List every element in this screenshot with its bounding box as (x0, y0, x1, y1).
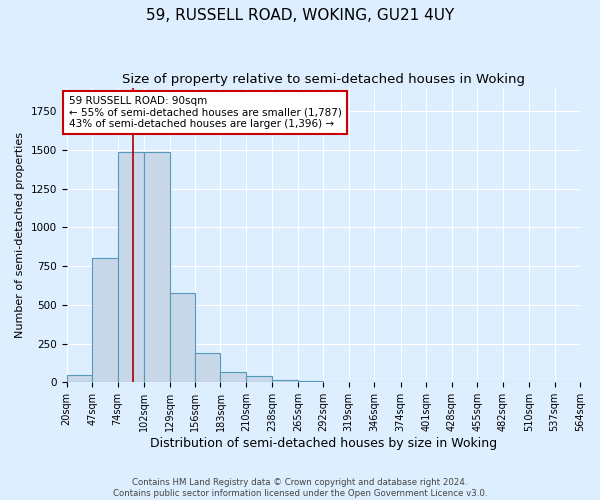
Title: Size of property relative to semi-detached houses in Woking: Size of property relative to semi-detach… (122, 72, 525, 86)
Text: Contains HM Land Registry data © Crown copyright and database right 2024.
Contai: Contains HM Land Registry data © Crown c… (113, 478, 487, 498)
X-axis label: Distribution of semi-detached houses by size in Woking: Distribution of semi-detached houses by … (150, 437, 497, 450)
Bar (118, 152, 144, 382)
Text: 59 RUSSELL ROAD: 90sqm
← 55% of semi-detached houses are smaller (1,787)
43% of : 59 RUSSELL ROAD: 90sqm ← 55% of semi-det… (68, 96, 341, 129)
Bar (246, 376, 272, 382)
Bar (67, 374, 92, 382)
Bar (92, 258, 118, 382)
Bar (170, 294, 195, 382)
Bar (272, 380, 298, 382)
Bar (144, 152, 170, 382)
Text: 59, RUSSELL ROAD, WOKING, GU21 4UY: 59, RUSSELL ROAD, WOKING, GU21 4UY (146, 8, 454, 22)
Bar (220, 372, 246, 382)
Bar (195, 353, 220, 382)
Y-axis label: Number of semi-detached properties: Number of semi-detached properties (15, 132, 25, 338)
Bar (298, 381, 323, 382)
